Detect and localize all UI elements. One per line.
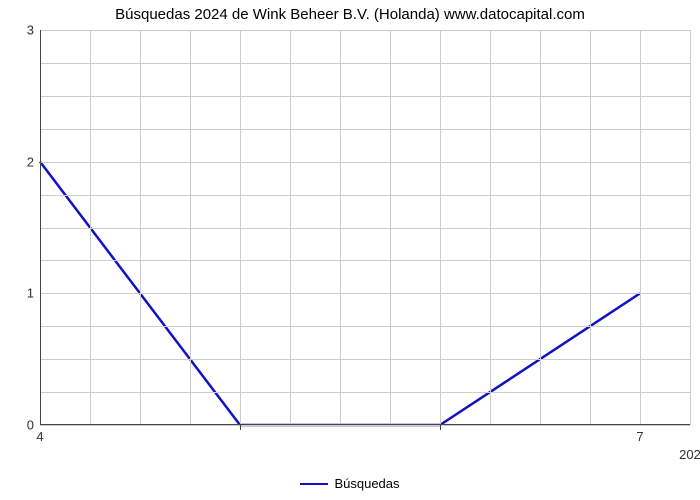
grid-line-horizontal xyxy=(40,228,690,229)
grid-line-horizontal xyxy=(40,392,690,393)
x-secondary-label: 202 xyxy=(679,425,700,462)
grid-line-horizontal xyxy=(40,96,690,97)
grid-line-horizontal xyxy=(40,63,690,64)
legend: Búsquedas xyxy=(0,475,700,491)
grid-line-horizontal xyxy=(40,326,690,327)
chart-title: Búsquedas 2024 de Wink Beheer B.V. (Hola… xyxy=(0,6,700,23)
grid-line-horizontal xyxy=(40,293,690,294)
x-tick-label: 7 xyxy=(636,425,643,444)
line-chart: Búsquedas 2024 de Wink Beheer B.V. (Hola… xyxy=(0,0,700,500)
grid-line-horizontal xyxy=(40,30,690,31)
x-minor-tick xyxy=(440,425,441,430)
x-axis-line xyxy=(40,424,690,425)
grid-line-horizontal xyxy=(40,195,690,196)
x-minor-tick xyxy=(240,425,241,430)
plot-area: 012347202 xyxy=(40,30,690,425)
grid-line-horizontal xyxy=(40,425,690,426)
y-tick-label: 1 xyxy=(14,286,40,301)
grid-line-vertical xyxy=(690,30,691,425)
y-axis-line xyxy=(40,30,41,425)
legend-label: Búsquedas xyxy=(334,476,399,491)
y-tick-label: 2 xyxy=(14,154,40,169)
x-tick-label: 4 xyxy=(36,425,43,444)
grid-line-horizontal xyxy=(40,129,690,130)
grid-line-horizontal xyxy=(40,162,690,163)
y-tick-label: 3 xyxy=(14,23,40,38)
grid-line-horizontal xyxy=(40,260,690,261)
legend-swatch xyxy=(300,483,328,485)
grid-line-horizontal xyxy=(40,359,690,360)
